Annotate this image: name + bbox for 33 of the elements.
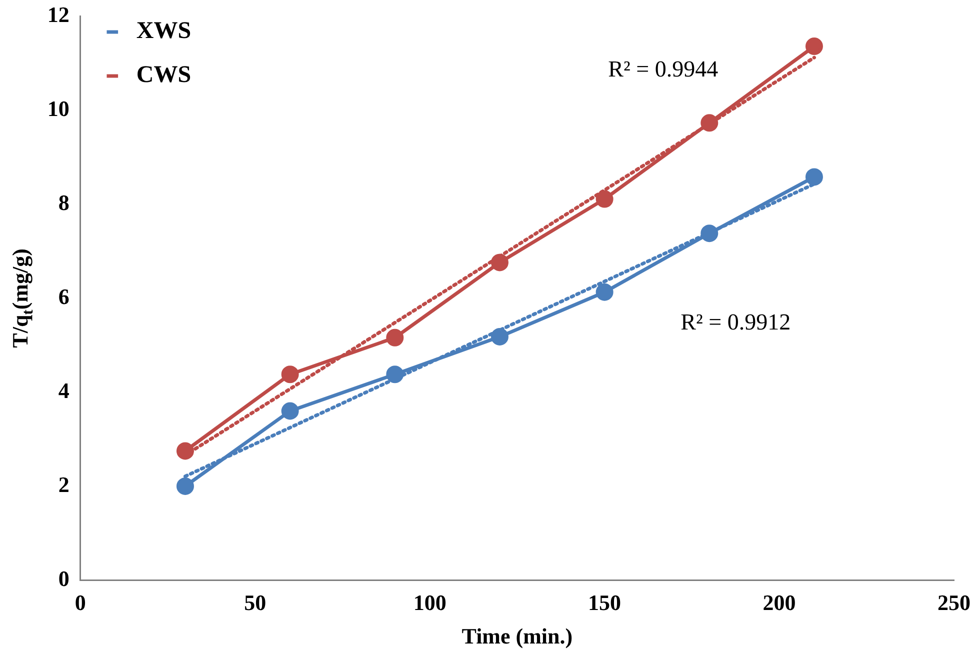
point (386, 328, 404, 346)
x-tick-label: 200 (762, 590, 796, 616)
y-tick-label: 12 (47, 2, 70, 27)
point (596, 190, 614, 208)
point (700, 114, 718, 132)
point (490, 328, 508, 346)
point (700, 224, 718, 242)
x-axis-title: Time (min.) (462, 623, 573, 648)
point (596, 283, 614, 301)
y-tick-label: 0 (58, 566, 70, 591)
point (176, 442, 194, 460)
x-tick-label: 150 (588, 590, 622, 616)
legend-label: CWS (136, 62, 192, 88)
y-tick-label: 6 (58, 284, 70, 309)
y-tick-label: 10 (47, 96, 70, 121)
y-tick-label: 8 (58, 190, 70, 215)
point (176, 477, 194, 495)
x-tick-label: 250 (938, 590, 970, 616)
point (490, 254, 508, 272)
point (281, 402, 299, 420)
x-tick-label: 100 (413, 590, 446, 616)
y-tick-label: 2 (58, 472, 70, 497)
x-tick-label: 0 (74, 590, 86, 616)
y-tick-label: 4 (58, 378, 70, 403)
point (805, 168, 823, 186)
point (281, 366, 299, 384)
annotation: R² = 0.9912 (680, 310, 791, 335)
x-tick-label: 50 (244, 590, 266, 616)
annotation: R² = 0.9944 (608, 56, 719, 82)
legend-label: XWS (136, 18, 192, 44)
y-axis-title: T/qt(mg/g) (8, 248, 37, 348)
point (805, 38, 823, 56)
point (386, 366, 404, 384)
